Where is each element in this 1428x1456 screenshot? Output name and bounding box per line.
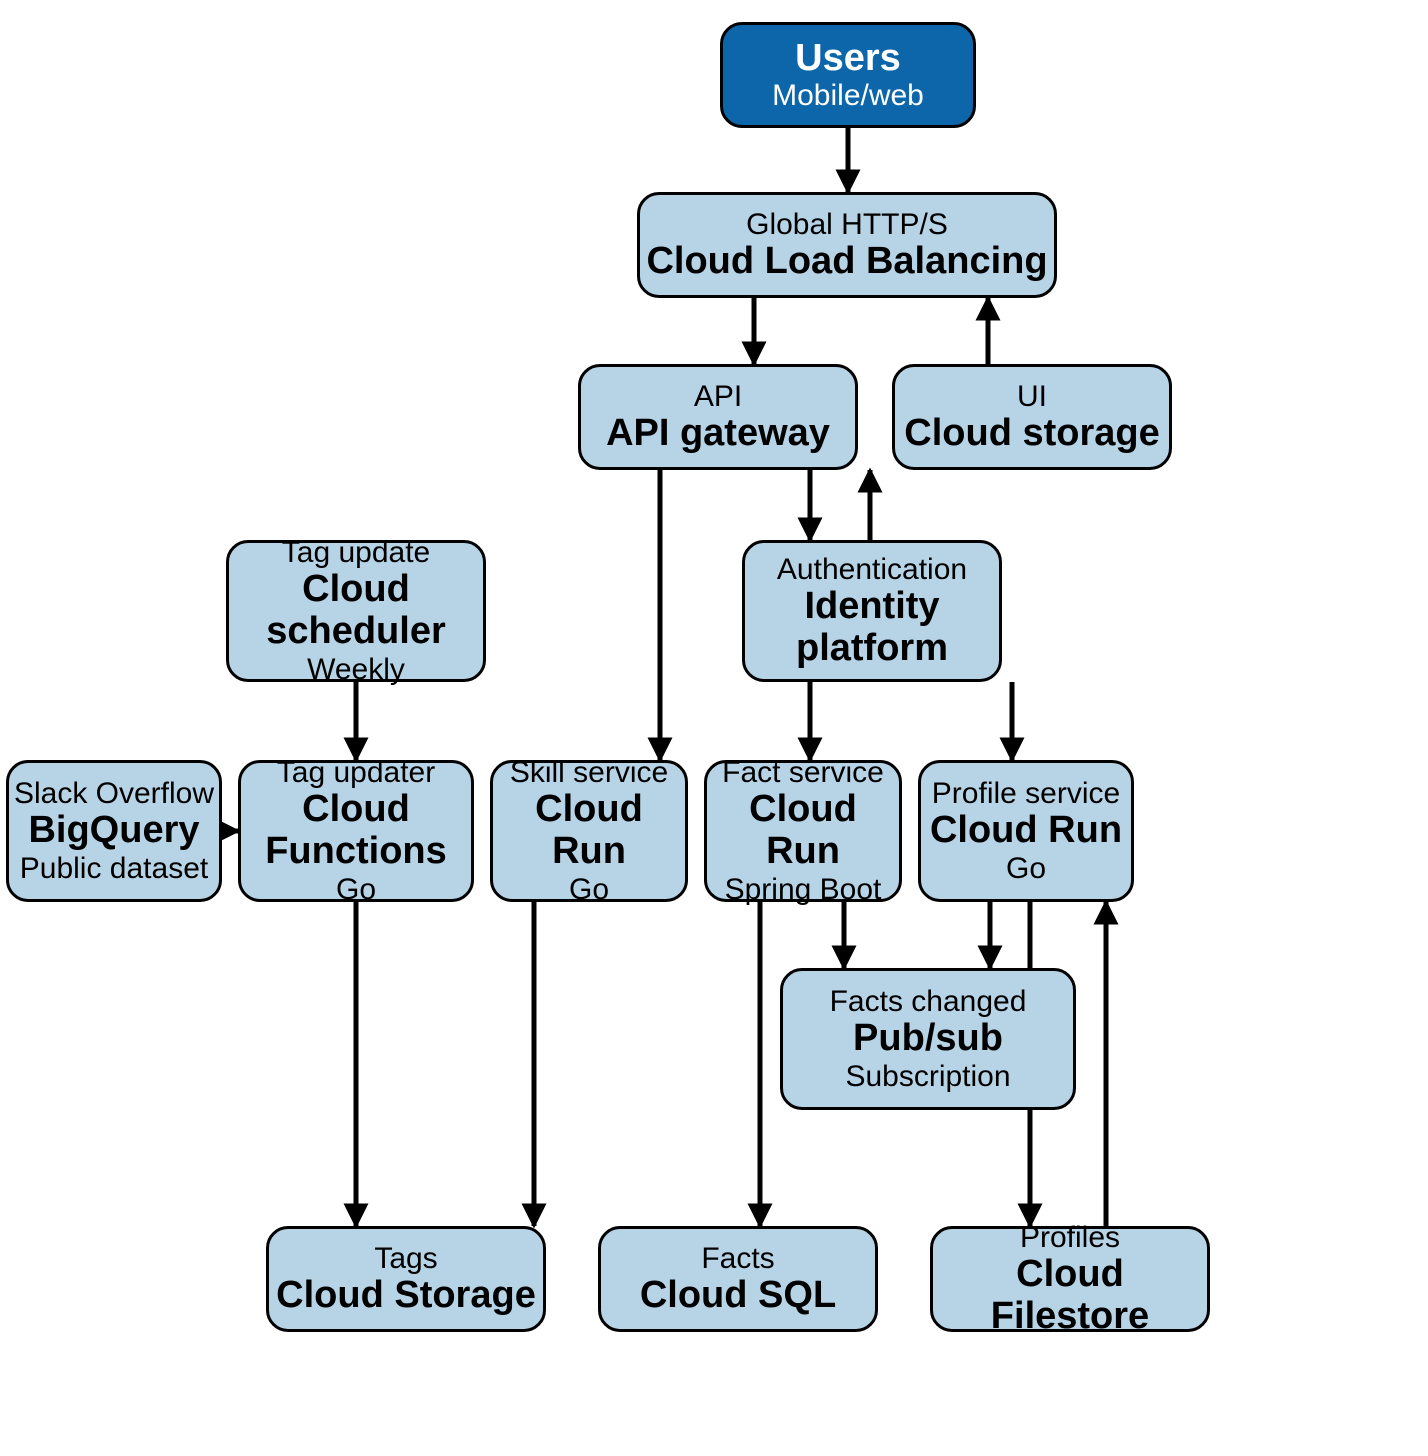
node-subtitle-top: UI [1017,380,1047,413]
node-subtitle-top: Global HTTP/S [746,208,948,241]
node-subtitle-bottom: Weekly [307,653,405,686]
node-title: Identity platform [749,586,995,670]
node-title: Cloud Filestore [937,1254,1203,1338]
node-facts: FactsCloud SQL [598,1226,878,1332]
node-scheduler: Tag updateCloud schedulerWeekly [226,540,486,682]
node-subtitle-top: Tags [374,1242,437,1275]
node-subtitle-bottom: Subscription [845,1060,1010,1093]
node-subtitle-top: Tag updater [277,756,435,789]
node-skill: Skill serviceCloud RunGo [490,760,688,902]
node-subtitle-top: API [694,380,742,413]
node-subtitle-top: Skill service [510,756,668,789]
node-subtitle-bottom: Spring Boot [725,873,882,906]
node-subtitle-top: Facts [701,1242,774,1275]
node-pubsub: Facts changedPub/subSubscription [780,968,1076,1110]
node-functions: Tag updaterCloud FunctionsGo [238,760,474,902]
node-subtitle-bottom: Go [336,873,376,906]
node-title: BigQuery [28,810,199,852]
node-title: Cloud scheduler [233,569,479,653]
node-clb: Global HTTP/SCloud Load Balancing [637,192,1057,298]
node-ui: UICloud storage [892,364,1172,470]
node-title: API gateway [606,413,830,455]
node-title: Users [795,38,901,80]
node-identity: AuthenticationIdentity platform [742,540,1002,682]
node-title: Cloud Run [930,810,1122,852]
node-subtitle-top: Authentication [777,553,967,586]
node-fact: Fact serviceCloud RunSpring Boot [704,760,902,902]
node-subtitle-top: Slack Overflow [14,777,214,810]
node-subtitle-top: Profiles [1020,1221,1120,1254]
node-subtitle-top: Facts changed [830,985,1027,1018]
node-profile: Profile serviceCloud RunGo [918,760,1134,902]
node-subtitle-top: Fact service [722,756,884,789]
node-subtitle-bottom: Mobile/web [772,79,924,112]
node-subtitle-top: Profile service [932,777,1120,810]
diagram-canvas: UsersMobile/web Global HTTP/SCloud Load B… [0,0,1428,1456]
node-subtitle-bottom: Go [569,873,609,906]
node-title: Cloud Functions [245,789,467,873]
node-title: Cloud SQL [640,1275,836,1317]
node-subtitle-top: Tag update [282,536,430,569]
node-title: Cloud Storage [276,1275,536,1317]
node-profiles: ProfilesCloud Filestore [930,1226,1210,1332]
node-title: Cloud Load Balancing [646,241,1047,283]
node-subtitle-bottom: Go [1006,852,1046,885]
node-title: Cloud storage [904,413,1159,455]
node-title: Pub/sub [853,1018,1003,1060]
node-title: Cloud Run [497,789,681,873]
node-title: Cloud Run [711,789,895,873]
node-users: UsersMobile/web [720,22,976,128]
node-tags: TagsCloud Storage [266,1226,546,1332]
node-bigquery: Slack OverflowBigQueryPublic dataset [6,760,222,902]
node-subtitle-bottom: Public dataset [20,852,208,885]
node-api: APIAPI gateway [578,364,858,470]
